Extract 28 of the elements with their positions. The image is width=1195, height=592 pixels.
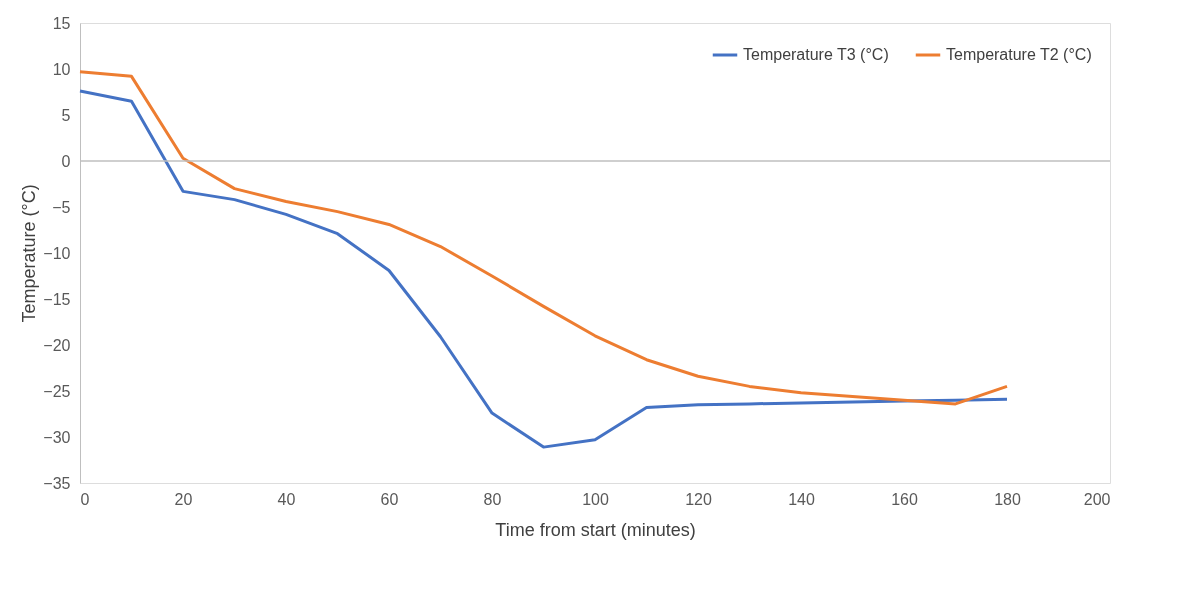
x-tick-label: 200 bbox=[1083, 490, 1111, 508]
x-tick-label: 40 bbox=[277, 490, 296, 508]
x-tick-label: 60 bbox=[380, 490, 399, 508]
x-tick-label: 180 bbox=[994, 490, 1021, 508]
x-tick-label: 100 bbox=[582, 490, 609, 508]
y-tick-label: 15 bbox=[52, 14, 71, 32]
x-tick-label: 80 bbox=[483, 490, 502, 508]
y-tick-label: −15 bbox=[43, 290, 71, 308]
line-series bbox=[78, 70, 1009, 406]
line-series bbox=[78, 89, 1009, 449]
y-tick-label: −30 bbox=[43, 428, 71, 446]
y-tick-label: 0 bbox=[61, 152, 71, 170]
x-axis-title: Time from start (minutes) bbox=[495, 519, 696, 540]
x-tick-label: 120 bbox=[685, 490, 712, 508]
y-tick-label: 10 bbox=[52, 60, 71, 78]
x-tick-label: 160 bbox=[891, 490, 918, 508]
x-tick-label: 0 bbox=[80, 490, 90, 508]
y-tick-label: −5 bbox=[52, 198, 71, 216]
legend-label: Temperature T2 (°C) bbox=[946, 46, 1092, 63]
legend-label: Temperature T3 (°C) bbox=[743, 46, 889, 63]
y-tick-label: −20 bbox=[43, 336, 71, 354]
y-tick-label: −35 bbox=[43, 474, 71, 492]
x-tick-label: 140 bbox=[788, 490, 815, 508]
y-tick-label: −10 bbox=[43, 244, 71, 262]
y-tick-label: 5 bbox=[61, 106, 71, 124]
x-tick-label: 20 bbox=[174, 490, 193, 508]
y-tick-label: −25 bbox=[43, 382, 71, 400]
y-axis-title: Temperature (°C) bbox=[19, 184, 40, 323]
